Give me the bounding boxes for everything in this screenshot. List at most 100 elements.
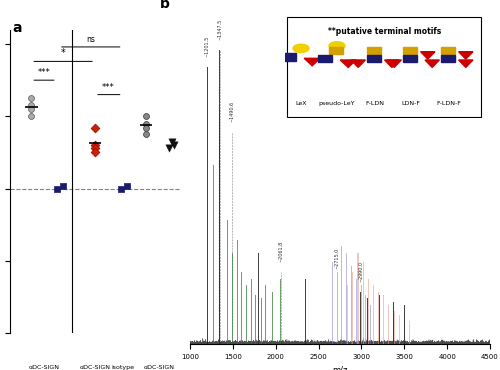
Text: F-LDN: F-LDN — [366, 101, 384, 106]
Point — [91, 145, 99, 151]
Text: αDC-SIGN
isotype: αDC-SIGN isotype — [144, 365, 174, 370]
Text: ***: *** — [38, 68, 51, 77]
Bar — [351, 266, 352, 344]
Point — [91, 149, 99, 155]
Bar — [346, 285, 347, 344]
Polygon shape — [387, 60, 402, 67]
Point — [166, 145, 173, 151]
Point — [91, 125, 99, 131]
Bar — [318, 55, 332, 63]
Polygon shape — [425, 60, 440, 67]
Text: ~2715.0: ~2715.0 — [334, 248, 340, 269]
Point — [142, 113, 150, 119]
Bar — [232, 253, 234, 344]
Bar — [388, 305, 390, 344]
Bar — [246, 285, 247, 344]
Bar — [329, 47, 344, 54]
Text: **putative terminal motifs: **putative terminal motifs — [328, 27, 442, 36]
Bar — [241, 272, 242, 344]
Bar — [237, 197, 238, 344]
Point — [59, 183, 67, 189]
Bar — [441, 47, 456, 54]
Bar — [373, 285, 374, 344]
Bar — [403, 47, 417, 54]
Text: isotype: isotype — [111, 365, 134, 370]
Point — [170, 142, 177, 148]
Circle shape — [293, 44, 309, 53]
Bar — [327, 272, 328, 344]
Text: ~2061.8: ~2061.8 — [278, 241, 283, 262]
Bar — [368, 279, 369, 344]
Bar — [258, 253, 259, 344]
Bar — [219, 109, 220, 344]
X-axis label: m/z: m/z — [332, 366, 347, 370]
Bar — [441, 55, 456, 63]
Point — [28, 102, 35, 108]
Bar — [356, 279, 357, 344]
Text: LDN-F: LDN-F — [402, 101, 420, 106]
Text: *: * — [61, 48, 66, 58]
Bar — [409, 321, 410, 344]
Point — [123, 183, 131, 189]
Point — [28, 95, 35, 101]
Bar — [346, 253, 347, 344]
Bar — [226, 220, 228, 344]
Point — [28, 106, 35, 112]
Circle shape — [329, 42, 345, 50]
Text: ~2990.0: ~2990.0 — [358, 261, 363, 282]
Bar — [268, 262, 269, 344]
Text: pseudo-LeY: pseudo-LeY — [319, 101, 355, 106]
Bar — [398, 315, 400, 344]
Bar — [251, 279, 252, 344]
Bar — [243, 220, 244, 344]
Point — [116, 186, 124, 192]
FancyBboxPatch shape — [287, 17, 481, 117]
Bar — [360, 285, 362, 344]
Bar — [336, 272, 338, 344]
Point — [91, 142, 99, 148]
Polygon shape — [384, 60, 399, 67]
Bar — [367, 55, 382, 63]
Bar — [403, 55, 417, 63]
Bar — [367, 47, 382, 54]
Bar — [280, 272, 281, 344]
Bar — [336, 279, 338, 344]
Polygon shape — [420, 52, 435, 59]
Text: ~1347.5: ~1347.5 — [217, 19, 222, 40]
Bar — [272, 292, 273, 344]
Bar — [255, 295, 256, 344]
Text: ***: *** — [102, 83, 115, 92]
Bar — [362, 262, 364, 344]
Point — [142, 121, 150, 127]
Polygon shape — [351, 60, 366, 67]
Text: ~1490.6: ~1490.6 — [230, 101, 234, 122]
Bar — [360, 292, 361, 344]
Bar — [265, 285, 266, 344]
Bar — [280, 279, 281, 344]
Text: αDC-SIGN
isotype: αDC-SIGN isotype — [28, 365, 60, 370]
Text: F-LDN-F: F-LDN-F — [436, 101, 462, 106]
Point — [28, 113, 35, 119]
Bar — [207, 67, 208, 344]
Text: αDC-SIGN: αDC-SIGN — [80, 365, 110, 370]
Bar — [260, 298, 262, 344]
Point — [142, 125, 150, 131]
Bar — [393, 302, 394, 344]
Text: b: b — [160, 0, 170, 11]
Bar — [367, 298, 368, 344]
Polygon shape — [340, 60, 356, 67]
Polygon shape — [304, 58, 320, 66]
Text: ns: ns — [86, 35, 95, 44]
Bar — [404, 318, 405, 344]
Point — [53, 186, 61, 192]
Bar — [447, 312, 448, 344]
Text: a: a — [12, 21, 22, 36]
Bar — [383, 295, 384, 344]
Bar — [212, 165, 214, 344]
Bar — [282, 53, 296, 61]
Point — [168, 139, 175, 145]
Text: ~1201.5: ~1201.5 — [204, 36, 210, 57]
Bar — [347, 285, 348, 344]
Bar — [378, 292, 379, 344]
Bar — [352, 272, 354, 344]
